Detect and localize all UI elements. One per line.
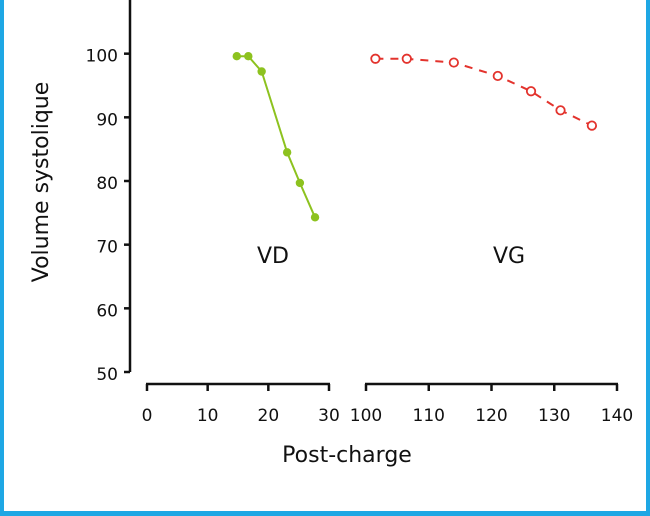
series-vg-point	[370, 53, 381, 64]
y-tick-label: 50	[96, 365, 118, 385]
series-vg-line	[375, 57, 593, 127]
series-vg-point	[555, 105, 566, 116]
y-tick-label: 80	[96, 174, 118, 194]
x-axis-title: Post-charge	[282, 443, 412, 468]
y-axis: 50 60 70 80 90 100 110	[86, 0, 132, 385]
x-tick-label: 10	[197, 406, 219, 426]
x-tick-label: 20	[258, 406, 280, 426]
y-axis-title: Volume systolique	[29, 82, 54, 283]
x-tick-label: 110	[413, 406, 445, 426]
series-layer	[232, 52, 598, 222]
series-vd-point	[310, 213, 320, 222]
x-axis: 0 10 20 30 100 110 120 130 140	[142, 382, 633, 426]
x-tick-label: 0	[142, 406, 153, 426]
y-tick-label: 60	[96, 301, 118, 321]
series-vd-line	[236, 55, 316, 218]
x-tick-label: 30	[318, 406, 340, 426]
x-tick-label: 120	[475, 406, 507, 426]
vg-label: VG	[493, 244, 525, 269]
series-vd-point	[282, 148, 292, 157]
y-tick-label: 70	[96, 238, 118, 258]
series-vd-point	[232, 52, 241, 61]
series-vg-point	[448, 57, 459, 68]
series-vd-point	[257, 67, 266, 76]
series-vd-point	[295, 178, 305, 188]
chart: 5060708090100110 0102030100110120130140 …	[29, 0, 633, 468]
series-vg-point	[401, 53, 412, 64]
x-tick-label: 140	[601, 406, 633, 426]
series-vg-point	[492, 70, 503, 82]
y-tick-label: 100	[86, 47, 118, 67]
x-tick-label: 130	[538, 406, 570, 426]
x-tick-label: 100	[350, 406, 382, 426]
series-vd-point	[244, 52, 253, 61]
vd-label: VD	[257, 244, 289, 269]
series-vg-point	[586, 120, 598, 131]
series-vg-point	[525, 86, 537, 97]
y-tick-label: 90	[96, 110, 118, 130]
y-tick-label: 110	[86, 0, 118, 3]
